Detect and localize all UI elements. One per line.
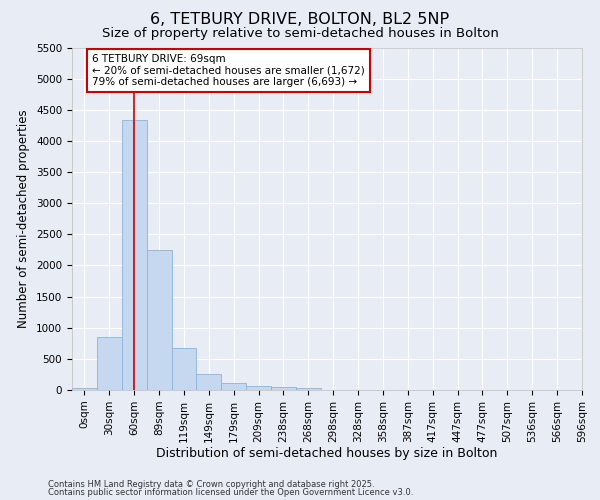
Bar bbox=[296, 388, 321, 390]
Bar bbox=[72, 388, 97, 390]
Bar bbox=[122, 120, 146, 390]
Bar bbox=[146, 250, 172, 390]
Bar bbox=[97, 337, 122, 390]
Text: Size of property relative to semi-detached houses in Bolton: Size of property relative to semi-detach… bbox=[101, 28, 499, 40]
Text: Contains public sector information licensed under the Open Government Licence v3: Contains public sector information licen… bbox=[48, 488, 413, 497]
Y-axis label: Number of semi-detached properties: Number of semi-detached properties bbox=[17, 110, 31, 328]
Text: 6, TETBURY DRIVE, BOLTON, BL2 5NP: 6, TETBURY DRIVE, BOLTON, BL2 5NP bbox=[151, 12, 449, 28]
Bar bbox=[196, 374, 221, 390]
Text: Contains HM Land Registry data © Crown copyright and database right 2025.: Contains HM Land Registry data © Crown c… bbox=[48, 480, 374, 489]
Bar bbox=[172, 348, 196, 390]
Bar bbox=[271, 387, 296, 390]
X-axis label: Distribution of semi-detached houses by size in Bolton: Distribution of semi-detached houses by … bbox=[157, 448, 497, 460]
Bar bbox=[246, 386, 271, 390]
Bar bbox=[221, 383, 246, 390]
Text: 6 TETBURY DRIVE: 69sqm
← 20% of semi-detached houses are smaller (1,672)
79% of : 6 TETBURY DRIVE: 69sqm ← 20% of semi-det… bbox=[92, 54, 365, 87]
